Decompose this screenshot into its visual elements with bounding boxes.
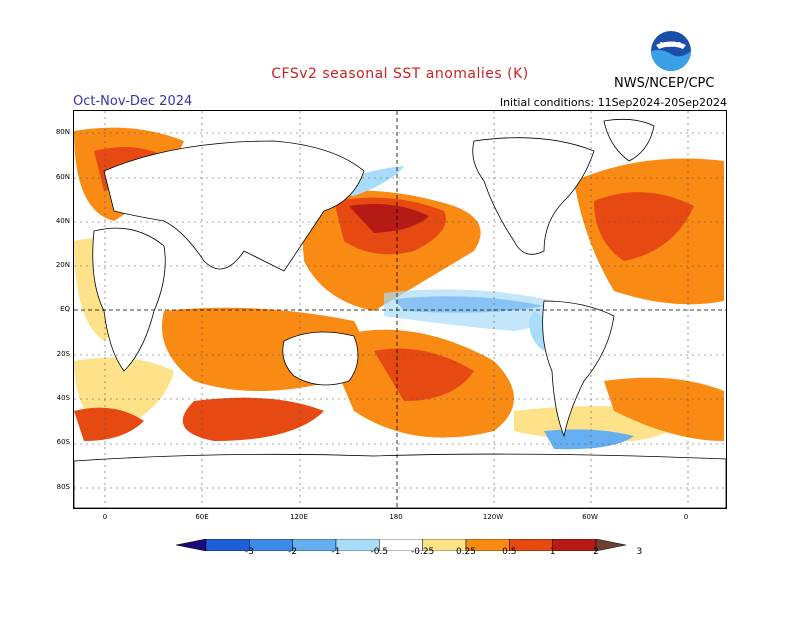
lon-label: 120W — [482, 513, 504, 521]
eurasia-landmass — [103, 140, 365, 272]
south-america-landmass — [542, 300, 615, 438]
colorbar-bin — [595, 538, 627, 552]
colorbar-tick-label: -0.25 — [411, 547, 435, 557]
colorbar-tick-label: 3 — [636, 547, 643, 557]
coastlines — [74, 118, 726, 508]
agency-label: NWS/NCEP/CPC — [614, 76, 715, 91]
map-title: CFSv2 seasonal SST anomalies (K) — [271, 66, 529, 82]
lat-label: 60S — [56, 438, 70, 446]
greenland-landmass — [603, 118, 655, 162]
colorbar-tick-label: 0.25 — [455, 547, 477, 557]
lat-label: 40S — [56, 394, 70, 402]
lat-label: 20N — [55, 261, 70, 269]
season-label: Oct-Nov-Dec 2024 — [73, 94, 193, 109]
lon-label: 180 — [389, 513, 403, 521]
graticule — [74, 111, 726, 508]
lat-label: 80N — [55, 128, 70, 136]
lat-label: 60N — [55, 173, 70, 181]
colorbar-bin — [175, 538, 207, 552]
initial-conditions: Initial conditions: 11Sep2024-20Sep2024 — [499, 96, 727, 109]
lat-label: EQ — [60, 305, 70, 313]
north-america-landmass — [472, 137, 595, 255]
antarctica-landmass — [74, 453, 726, 508]
lon-label: 120E — [290, 513, 308, 521]
colorbar-tick-label: 1 — [549, 547, 556, 557]
colorbar-tick-label: -0.5 — [370, 547, 389, 557]
australia-landmass — [282, 331, 359, 386]
noaa-logo: NOAA — [650, 30, 692, 72]
lon-label: 60E — [195, 513, 209, 521]
colorbar-tick-label: -3 — [244, 547, 254, 557]
noaa-logo-text: NOAA — [660, 41, 683, 49]
colorbar-tick-label: -1 — [331, 547, 341, 557]
sst-anomaly-map — [73, 110, 727, 509]
lat-label: 80S — [56, 483, 70, 491]
colorbar — [175, 536, 627, 552]
africa-landmass — [92, 227, 166, 372]
lon-label: 0 — [102, 513, 108, 521]
lon-label: 0 — [683, 513, 689, 521]
lat-label: 20S — [56, 350, 70, 358]
colorbar-tick-label: -2 — [288, 547, 298, 557]
lon-label: 60W — [582, 513, 598, 521]
colorbar-tick-label: 0.5 — [502, 547, 517, 557]
reference-lines — [74, 111, 726, 508]
lat-label: 40N — [55, 217, 70, 225]
colorbar-tick-label: 2 — [593, 547, 599, 557]
